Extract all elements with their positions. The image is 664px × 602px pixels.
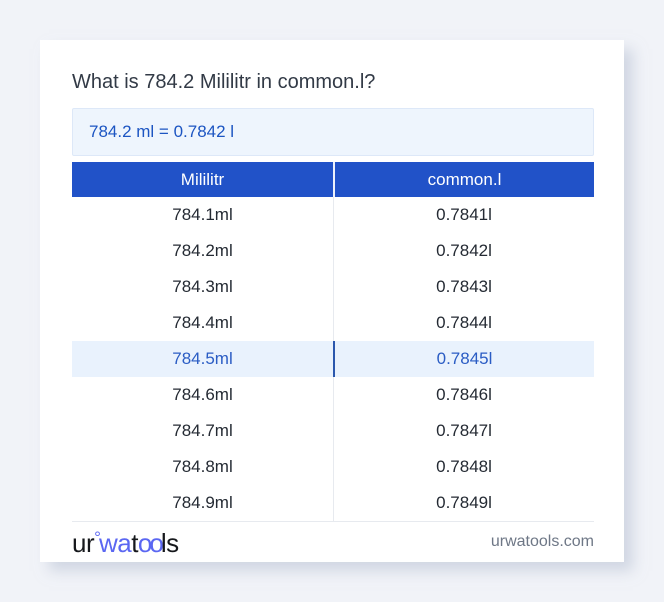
logo-seg-oo: oo xyxy=(137,527,164,558)
logo-seg-wa: wa xyxy=(98,527,132,558)
cell-common-l[interactable]: 0.7843l xyxy=(333,269,594,305)
conversion-table: Mililitr common.l 784.1ml 0.7841l 784.2m… xyxy=(72,162,594,522)
page-title: What is 784.2 Mililitr in common.l? xyxy=(72,71,376,93)
table-row[interactable]: 784.9ml 0.7849l xyxy=(72,485,594,521)
table-row[interactable]: 784.7ml 0.7847l xyxy=(72,413,594,449)
logo-degree-mark: ° xyxy=(94,527,101,547)
cell-mililitr[interactable]: 784.5ml xyxy=(172,349,233,368)
cell-mililitr[interactable]: 784.3ml xyxy=(172,277,233,296)
table-row[interactable]: 784.6ml 0.7846l xyxy=(72,377,594,413)
cell-mililitr[interactable]: 784.7ml xyxy=(172,421,233,440)
table-row[interactable]: 784.3ml 0.7843l xyxy=(72,269,594,305)
conversion-result-text: 784.2 ml = 0.7842 l xyxy=(89,122,235,141)
logo-seg-ls: ls xyxy=(160,527,179,558)
table-header-common-l: common.l xyxy=(333,162,594,197)
table-header-mililitr: Mililitr xyxy=(180,169,225,189)
table-row[interactable]: 784.8ml 0.7848l xyxy=(72,449,594,485)
cell-mililitr[interactable]: 784.6ml xyxy=(172,385,233,404)
cell-common-l[interactable]: 0.7848l xyxy=(333,449,594,485)
logo-seg-ur: ur xyxy=(72,527,95,558)
cell-mililitr[interactable]: 784.4ml xyxy=(172,313,233,332)
cell-common-l[interactable]: 0.7849l xyxy=(333,485,594,521)
table-row[interactable]: 784.2ml 0.7842l xyxy=(72,233,594,269)
cell-common-l[interactable]: 0.7846l xyxy=(333,377,594,413)
cell-common-l[interactable]: 0.7842l xyxy=(333,233,594,269)
urwatools-logo[interactable]: ur°watools xyxy=(72,529,179,556)
cell-mililitr[interactable]: 784.9ml xyxy=(172,493,233,512)
table-row[interactable]: 784.4ml 0.7844l xyxy=(72,305,594,341)
table-row[interactable]: 784.1ml 0.7841l xyxy=(72,197,594,233)
cell-common-l[interactable]: 0.7845l xyxy=(333,341,594,377)
footer-domain: urwatools.com xyxy=(490,533,594,550)
logo-seg-t: t xyxy=(131,527,138,558)
cell-common-l[interactable]: 0.7844l xyxy=(333,305,594,341)
cell-mililitr[interactable]: 784.8ml xyxy=(172,457,233,476)
table-row[interactable]: 784.5ml 0.7845l xyxy=(72,341,594,377)
table-header-row: Mililitr common.l xyxy=(72,162,594,197)
cell-common-l[interactable]: 0.7847l xyxy=(333,413,594,449)
card-footer: ur°watools urwatools.com xyxy=(40,522,624,562)
cell-mililitr[interactable]: 784.2ml xyxy=(172,241,233,260)
cell-mililitr[interactable]: 784.1ml xyxy=(172,205,233,224)
conversion-result-box: 784.2 ml = 0.7842 l xyxy=(72,108,594,156)
table-body: 784.1ml 0.7841l 784.2ml 0.7842l 784.3ml … xyxy=(72,197,594,521)
conversion-card: What is 784.2 Mililitr in common.l? 784.… xyxy=(40,40,624,562)
cell-common-l[interactable]: 0.7841l xyxy=(333,197,594,233)
